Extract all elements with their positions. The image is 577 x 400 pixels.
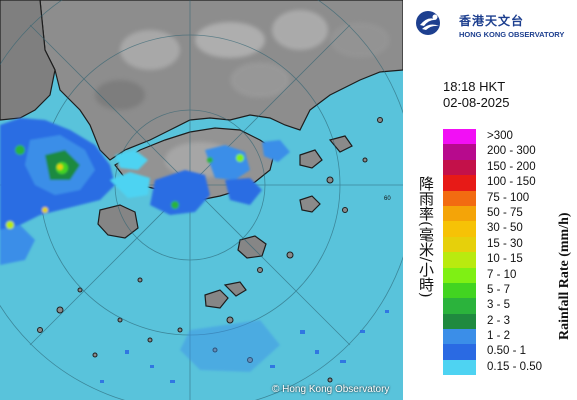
legend-swatch xyxy=(443,282,476,299)
legend-swatch xyxy=(443,344,476,360)
legend-range-label: 7 - 10 xyxy=(487,268,517,281)
legend-item: 100 - 150 xyxy=(443,175,573,191)
map-copyright: © Hong Kong Observatory xyxy=(272,384,390,395)
hko-emblem-icon xyxy=(416,11,440,35)
org-name-cn: 香港天文台 xyxy=(459,14,525,28)
rainfall-legend: >300 200 - 300 150 - 200 100 - 150 75 - 100 5… xyxy=(443,129,573,376)
legend-item: 200 - 300 xyxy=(443,144,573,160)
legend-title-en: Rainfall Rate (mm/h) xyxy=(557,212,572,340)
hko-logo: 香港天文台 HONG KONG OBSERVATORY xyxy=(411,6,577,39)
legend-range-label: 15 - 30 xyxy=(487,237,523,250)
legend-range-label: 10 - 15 xyxy=(487,253,523,266)
legend-swatch xyxy=(443,221,476,237)
legend-item: 3 - 5 xyxy=(443,298,573,314)
legend-swatch xyxy=(443,175,476,191)
legend-item: 7 - 10 xyxy=(443,267,573,283)
legend-item: 10 - 15 xyxy=(443,252,573,268)
radar-map-image: 60 xyxy=(0,0,403,400)
rain-echoes xyxy=(0,118,389,383)
legend-item: 2 - 3 xyxy=(443,313,573,330)
observation-time: 18:18 HKT xyxy=(443,79,506,94)
range-ring-label: 60 xyxy=(384,196,391,202)
legend-swatch xyxy=(443,313,476,330)
legend-range-label: 5 - 7 xyxy=(487,283,511,296)
legend-item: 50 - 75 xyxy=(443,205,573,222)
legend-swatch xyxy=(443,329,476,345)
legend-range-label: 50 - 75 xyxy=(487,206,523,219)
legend-item: 30 - 50 xyxy=(443,221,573,237)
legend-swatch xyxy=(443,267,476,283)
legend-range-label: 100 - 150 xyxy=(487,176,536,189)
legend-swatch xyxy=(443,359,476,376)
observation-timestamp: 18:18 HKT 02-08-2025 xyxy=(443,79,510,111)
legend-swatch xyxy=(443,190,476,206)
legend-item: 150 - 200 xyxy=(443,159,573,176)
legend-swatch xyxy=(443,205,476,222)
legend-item: 0.15 - 0.50 xyxy=(443,359,573,376)
legend-range-label: 1 - 2 xyxy=(487,330,511,343)
legend-range-label: 75 - 100 xyxy=(487,191,530,204)
org-name-en: HONG KONG OBSERVATORY xyxy=(459,30,565,39)
legend-item: 0.50 - 1 xyxy=(443,344,573,360)
legend-range-label: 0.15 - 0.50 xyxy=(487,360,542,373)
legend-range-label: >300 xyxy=(487,130,513,142)
legend-swatch xyxy=(443,129,476,145)
legend-item: 75 - 100 xyxy=(443,190,573,206)
legend-panel: 香港天文台 HONG KONG OBSERVATORY 18:18 HKT 02… xyxy=(403,0,577,400)
legend-swatch xyxy=(443,144,476,160)
legend-swatch xyxy=(443,298,476,314)
legend-item: 15 - 30 xyxy=(443,236,573,253)
legend-range-label: 30 - 50 xyxy=(487,222,523,235)
legend-swatch xyxy=(443,159,476,176)
legend-item: 5 - 7 xyxy=(443,282,573,299)
legend-range-label: 0.50 - 1 xyxy=(487,345,526,358)
legend-swatch xyxy=(443,252,476,268)
legend-swatch xyxy=(443,236,476,253)
observation-date: 02-08-2025 xyxy=(443,95,510,110)
legend-item: 1 - 2 xyxy=(443,329,573,345)
legend-range-label: 3 - 5 xyxy=(487,299,511,312)
legend-range-label: 200 - 300 xyxy=(487,145,536,158)
radar-map[interactable]: 60 xyxy=(0,0,403,400)
legend-item: >300 xyxy=(443,129,573,145)
legend-range-label: 150 - 200 xyxy=(487,160,536,173)
legend-range-label: 2 - 3 xyxy=(487,314,511,327)
legend-title-cn: 降雨率(毫米/小時) xyxy=(417,176,435,298)
